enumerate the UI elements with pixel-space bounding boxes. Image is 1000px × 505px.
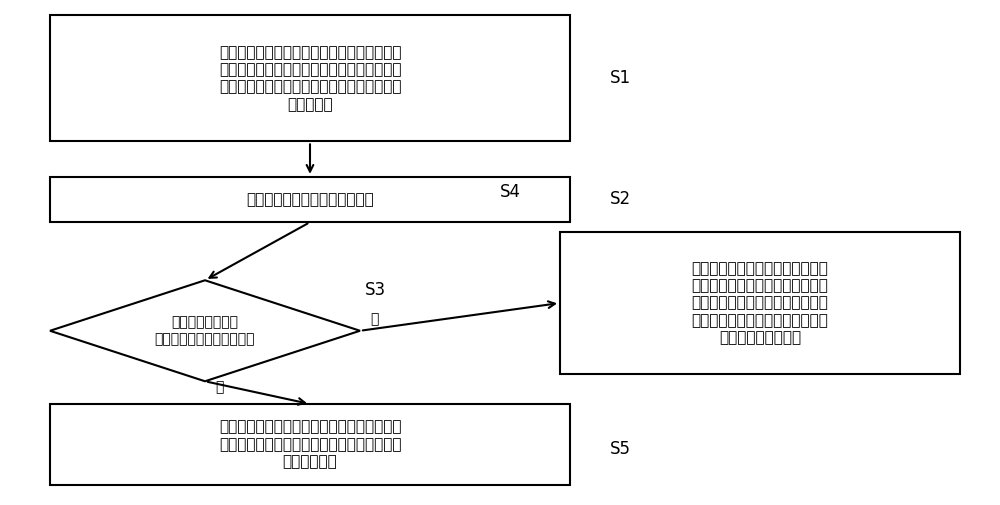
Text: S4: S4 (500, 183, 521, 201)
Polygon shape (50, 280, 360, 381)
FancyBboxPatch shape (560, 232, 960, 374)
Text: S1: S1 (610, 69, 631, 87)
Text: 若时间延迟成本小于或者等于预设
时间延迟成本，则对数据延迟的网
络费用成本和数据发送接收端的服
务器成本进行评估，改变网络文本
数据的数据压缩算法: 若时间延迟成本小于或者等于预设 时间延迟成本，则对数据延迟的网 络费用成本和数据… (692, 261, 828, 345)
FancyBboxPatch shape (50, 15, 570, 141)
Text: 否: 否 (370, 312, 378, 326)
Text: 根据业务需求确定时间延迟成本: 根据业务需求确定时间延迟成本 (246, 192, 374, 207)
Text: 若数据传输的时间延迟成本大于预设时间延迟
成本，则增大网络文本数据所使用的数据压缩
算法的压缩比: 若数据传输的时间延迟成本大于预设时间延迟 成本，则增大网络文本数据所使用的数据压… (219, 420, 401, 469)
FancyBboxPatch shape (50, 404, 570, 485)
Text: 判断时间延迟成本
是否大于预设时间延迟成本: 判断时间延迟成本 是否大于预设时间延迟成本 (155, 316, 255, 346)
FancyBboxPatch shape (50, 177, 570, 222)
Text: S5: S5 (610, 440, 631, 459)
Text: 是: 是 (215, 381, 223, 394)
Text: 评估待传输文本数据的网络文本数据传输的总
成本，总成本包括数据传输的时间延迟成本、
数据延迟的网络费用成本和数据发送接收端的
服务器成本: 评估待传输文本数据的网络文本数据传输的总 成本，总成本包括数据传输的时间延迟成本… (219, 44, 401, 112)
Text: S3: S3 (365, 281, 386, 299)
Text: S2: S2 (610, 190, 631, 209)
